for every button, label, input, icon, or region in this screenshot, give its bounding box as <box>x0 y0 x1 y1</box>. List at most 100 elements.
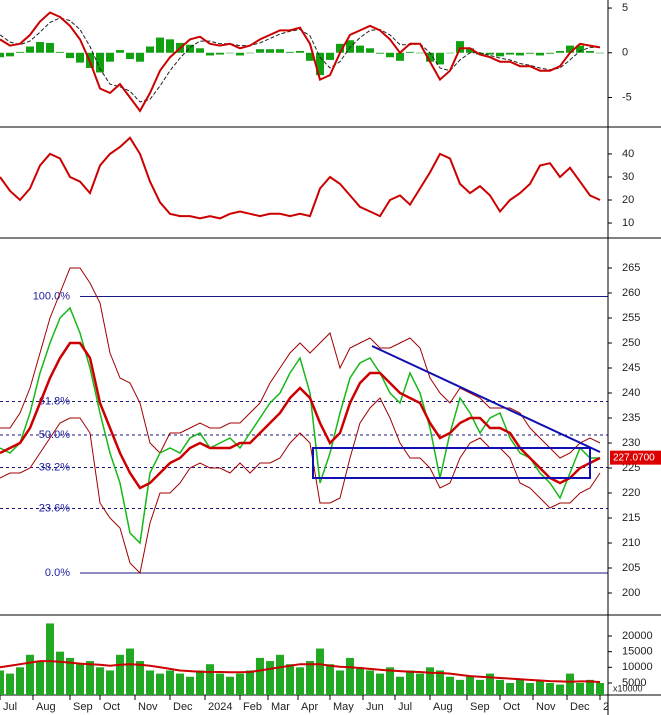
y-tick-label: 5000 <box>622 677 646 689</box>
bar <box>536 52 544 56</box>
bar <box>56 651 64 695</box>
bar <box>346 657 354 695</box>
bar <box>306 661 314 695</box>
bar <box>536 679 544 695</box>
bar <box>466 48 474 53</box>
last-price-box <box>610 450 661 465</box>
bar <box>196 48 204 53</box>
bar <box>166 670 174 695</box>
bar <box>356 45 364 53</box>
bar <box>116 50 124 53</box>
y-tick-label: 10 <box>622 217 634 229</box>
fib-label: 23.6% <box>39 502 70 514</box>
y-tick-label: 20000 <box>622 630 653 642</box>
bar <box>246 52 254 54</box>
bar <box>256 657 264 695</box>
bar <box>226 52 234 54</box>
bar <box>6 673 14 695</box>
bar <box>356 667 364 695</box>
x-tick-label: Aug <box>433 701 453 713</box>
fib-label: 50.0% <box>39 429 70 441</box>
bar <box>346 40 354 53</box>
bar <box>296 667 304 695</box>
support-box <box>312 447 591 479</box>
fib-label: 38.2% <box>39 461 70 473</box>
y-tick-label: 5 <box>622 2 628 14</box>
bar <box>306 52 314 61</box>
x-tick-label: May <box>333 701 354 713</box>
fib-label: 100.0% <box>33 290 71 302</box>
x-tick-label: 2024 <box>208 701 232 713</box>
bar <box>296 50 304 53</box>
bar <box>236 52 244 56</box>
y-tick-label: 0 <box>622 47 628 59</box>
x-tick-label: Mar <box>271 701 290 713</box>
y-tick-label: 240 <box>622 387 640 399</box>
line <box>0 660 601 684</box>
y-tick-label: 220 <box>622 487 640 499</box>
x-tick-label: Feb <box>243 701 262 713</box>
y-tick-label: 210 <box>622 537 640 549</box>
bar <box>126 648 134 695</box>
bar <box>526 682 534 695</box>
bar <box>96 667 104 695</box>
bar <box>246 670 254 695</box>
bar <box>396 676 404 695</box>
bar <box>546 682 554 695</box>
bar <box>46 623 54 695</box>
y-tick-label: 200 <box>622 587 640 599</box>
bar <box>516 679 524 695</box>
bar <box>576 45 584 53</box>
x-tick-label: Jun <box>366 701 384 713</box>
bar <box>276 654 284 695</box>
bar <box>186 676 194 695</box>
bar <box>396 52 404 61</box>
y-tick-label: 20 <box>622 194 634 206</box>
bar <box>86 661 94 695</box>
y-tick-label: 250 <box>622 337 640 349</box>
bar <box>226 676 234 695</box>
bar <box>556 50 564 53</box>
y-tick-label: 230 <box>622 437 640 449</box>
bar <box>326 52 334 60</box>
bar <box>486 673 494 695</box>
bar <box>456 679 464 695</box>
bar <box>556 684 564 695</box>
bar <box>366 670 374 695</box>
x-tick-label: Jul <box>3 701 17 713</box>
bar <box>376 673 384 695</box>
line <box>0 341 601 490</box>
bar <box>36 42 44 53</box>
x-tick-label: Nov <box>138 701 158 713</box>
bar <box>66 52 74 59</box>
last-price-label: 227.0700 <box>613 452 655 463</box>
bar <box>36 661 44 695</box>
bar <box>0 52 4 58</box>
bar <box>416 673 424 695</box>
bar <box>106 52 114 62</box>
x-tick-label: Aug <box>36 701 56 713</box>
bar <box>326 664 334 695</box>
bar <box>586 679 594 695</box>
bar <box>216 52 224 55</box>
bar <box>116 654 124 695</box>
bar <box>476 679 484 695</box>
x-tick-label: Sep <box>73 701 93 713</box>
bar <box>406 51 414 53</box>
y-tick-label: 10000 <box>622 661 653 673</box>
bar <box>496 679 504 695</box>
bar <box>76 664 84 695</box>
x-tick-label: Nov <box>536 701 556 713</box>
x-tick-label: Jul <box>398 701 412 713</box>
bar <box>0 670 4 695</box>
bar <box>166 39 174 53</box>
bar <box>156 37 164 53</box>
y-tick-label: 225 <box>622 462 640 474</box>
bar <box>586 50 594 53</box>
bar <box>406 670 414 695</box>
y-tick-label: 40 <box>622 148 634 160</box>
x-tick-label: Apr <box>301 701 318 713</box>
bar <box>446 676 454 695</box>
